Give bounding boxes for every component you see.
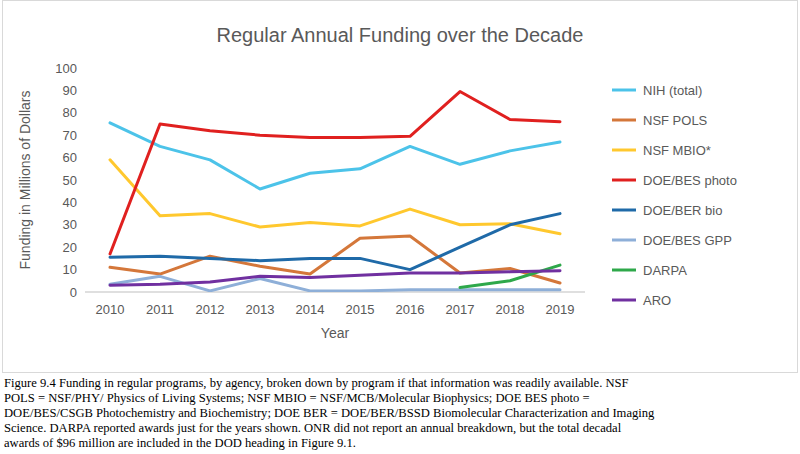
legend-label: DOE/BES GPP (643, 233, 732, 248)
y-tick-label: 100 (55, 61, 77, 76)
caption-line: POLS = NSF/PHY/ Physics of Living System… (4, 391, 796, 406)
y-tick-label: 30 (63, 217, 77, 232)
x-tick-label: 2011 (146, 302, 174, 317)
y-tick-label: 0 (70, 285, 77, 300)
y-axis-label: Funding in Millions of Dollars (17, 91, 33, 270)
y-tick (81, 224, 85, 225)
x-axis-label: Year (321, 325, 350, 341)
y-tick-label: 20 (63, 240, 77, 255)
legend-label: ARO (643, 293, 671, 308)
y-tick (81, 112, 85, 113)
chart-frame (3, 1, 798, 373)
series-line (110, 271, 560, 286)
legend-swatch (612, 149, 636, 152)
y-tick (81, 202, 85, 203)
legend-swatch (612, 299, 636, 302)
x-tick-label: 2014 (296, 302, 325, 317)
y-tick-label: 10 (63, 262, 77, 277)
legend-swatch (612, 269, 636, 272)
x-tick-label: 2013 (246, 302, 275, 317)
series-line (460, 265, 560, 287)
y-tick-label: 90 (63, 83, 77, 98)
y-tick-label: 70 (63, 128, 77, 143)
chart-title: Regular Annual Funding over the Decade (217, 24, 584, 46)
x-tick-label: 2015 (346, 302, 375, 317)
y-tick (81, 135, 85, 136)
legend-label: NIH (total) (643, 83, 702, 98)
x-tick-label: 2019 (546, 302, 575, 317)
y-tick (81, 68, 85, 69)
y-tick-label: 50 (63, 173, 77, 188)
y-tick-label: 80 (63, 105, 77, 120)
x-tick-label: 2016 (396, 302, 425, 317)
caption-line: Figure 9.4 Funding in regular programs, … (4, 376, 796, 391)
y-tick-label: 40 (63, 195, 77, 210)
legend-label: NSF POLS (643, 113, 708, 128)
y-tick (81, 180, 85, 181)
x-tick-label: 2010 (96, 302, 125, 317)
series-line (110, 214, 560, 270)
y-tick-label: 60 (63, 150, 77, 165)
caption-line: Science. DARPA reported awards just for … (4, 421, 796, 436)
series-line (110, 160, 560, 234)
caption-line: awards of $96 million are included in th… (4, 436, 796, 451)
legend-label: DOE/BER bio (643, 203, 722, 218)
x-tick-label: 2018 (496, 302, 525, 317)
y-tick (81, 247, 85, 248)
legend-swatch (612, 89, 636, 92)
y-tick (81, 90, 85, 91)
legend-swatch (612, 209, 636, 212)
y-tick (81, 269, 85, 270)
legend-label: NSF MBIO* (643, 143, 711, 158)
legend-swatch (612, 119, 636, 122)
legend-label: DARPA (643, 263, 687, 278)
caption: Figure 9.4 Funding in regular programs, … (4, 376, 796, 451)
caption-line: DOE/BES/CSGB Photochemistry and Biochemi… (4, 406, 796, 421)
plot-area (110, 92, 560, 291)
x-tick-label: 2017 (446, 302, 475, 317)
y-tick (81, 157, 85, 158)
legend-swatch (612, 179, 636, 182)
series-line (110, 92, 560, 254)
legend-swatch (612, 239, 636, 242)
x-tick-label: 2012 (196, 302, 225, 317)
series-line (110, 123, 560, 189)
y-tick (81, 292, 85, 293)
legend-label: DOE/BES photo (643, 173, 737, 188)
